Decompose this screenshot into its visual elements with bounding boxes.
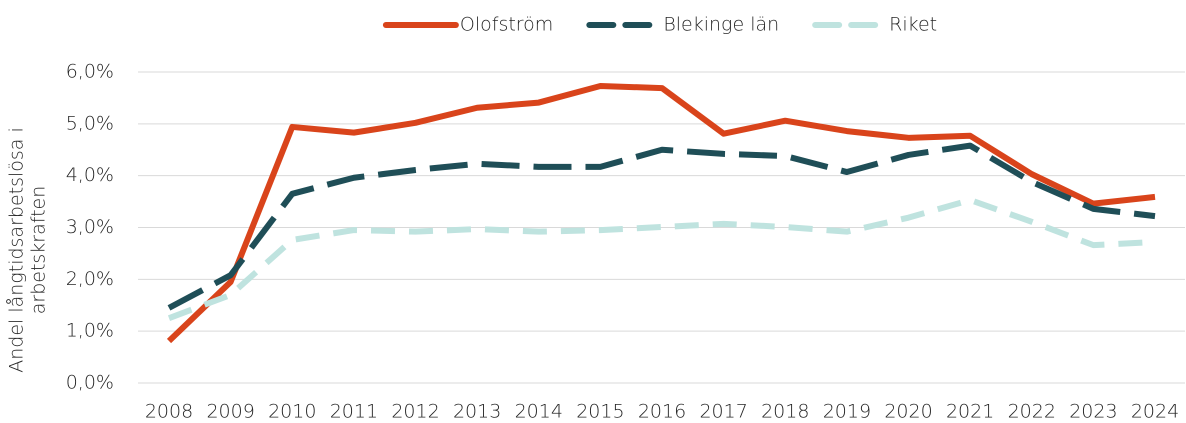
legend: Olofström Blekinge län Riket [382, 14, 937, 36]
x-tick-label: 2019 [823, 401, 871, 423]
series-line [167, 197, 1156, 322]
series-line [167, 142, 1156, 311]
y-tick-label: 6,0% [66, 61, 114, 83]
x-tick-label: 2015 [576, 401, 624, 423]
legend-item: Riket [812, 14, 937, 36]
series-line [166, 82, 1156, 344]
legend-label: Olofström [460, 14, 553, 36]
y-tick-label: 3,0% [66, 216, 114, 238]
legend-label: Riket [889, 14, 937, 36]
y-axis-title-line: arbetskraften [28, 186, 50, 315]
y-axis-title-line: Andel långtidsarbetslösa i [6, 127, 28, 372]
x-tick-label: 2011 [330, 401, 378, 423]
y-tick-label: 5,0% [66, 112, 114, 134]
legend-item: Blekinge län [586, 14, 779, 36]
x-tick-label: 2013 [453, 401, 501, 423]
y-tick-label: 0,0% [66, 372, 114, 394]
x-tick-label: 2010 [268, 401, 316, 423]
y-tick-label: 1,0% [66, 320, 114, 342]
legend-label: Blekinge län [663, 14, 779, 36]
x-tick-label: 2023 [1069, 401, 1117, 423]
x-tick-label: 2012 [391, 401, 439, 423]
legend-item: Olofström [382, 14, 553, 36]
x-tick-label: 2024 [1131, 401, 1179, 423]
x-tick-label: 2022 [1008, 401, 1056, 423]
y-tick-label: 4,0% [66, 164, 114, 186]
y-tick-label: 2,0% [66, 268, 114, 290]
x-tick-label: 2017 [699, 401, 747, 423]
x-tick-label: 2018 [761, 401, 809, 423]
x-tick-label: 2009 [206, 401, 254, 423]
x-tick-label: 2016 [638, 401, 686, 423]
x-tick-label: 2020 [884, 401, 932, 423]
x-tick-label: 2008 [145, 401, 193, 423]
x-tick-label: 2014 [515, 401, 563, 423]
x-tick-label: 2021 [946, 401, 994, 423]
y-axis-title: Andel långtidsarbetslösa i arbetskraften [6, 127, 50, 372]
